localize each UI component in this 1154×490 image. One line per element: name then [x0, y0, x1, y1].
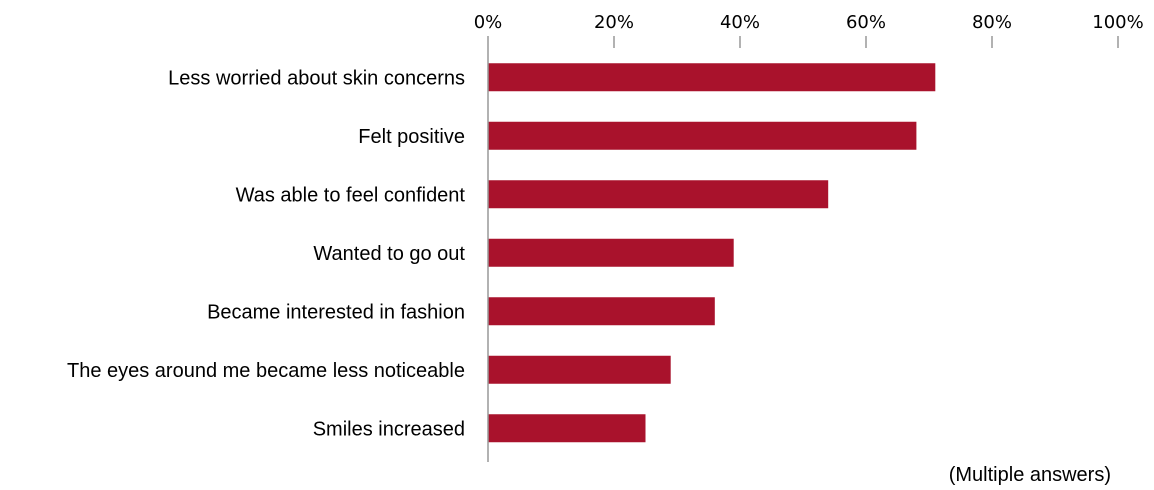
category-label: Felt positive [358, 126, 465, 148]
category-label: Smiles increased [313, 418, 465, 440]
x-axis: 0% 20% 40% 60% 80% 100% [474, 12, 1144, 48]
category-label: Less worried about skin concerns [168, 67, 465, 89]
x-tick-label: 20% [594, 12, 634, 33]
multiple-answers-note: (Multiple answers) [949, 464, 1111, 486]
bar [488, 238, 734, 267]
x-tick-label: 40% [720, 12, 760, 33]
bar [488, 297, 715, 326]
category-label: Wanted to go out [313, 243, 465, 265]
bar [488, 414, 646, 443]
bar [488, 355, 671, 384]
category-labels: Less worried about skin concerns Felt pos… [67, 67, 465, 440]
category-label: The eyes around me became less noticeabl… [67, 360, 465, 382]
x-tick-label: 80% [972, 12, 1012, 33]
x-tick-label: 60% [846, 12, 886, 33]
bar [488, 180, 829, 209]
x-tick-label: 100% [1092, 12, 1143, 33]
category-label: Was able to feel confident [236, 184, 466, 206]
category-label: Became interested in fashion [207, 301, 465, 323]
bars-group [488, 63, 936, 443]
bar [488, 63, 936, 92]
x-tick-label: 0% [474, 12, 503, 33]
bar [488, 121, 917, 150]
